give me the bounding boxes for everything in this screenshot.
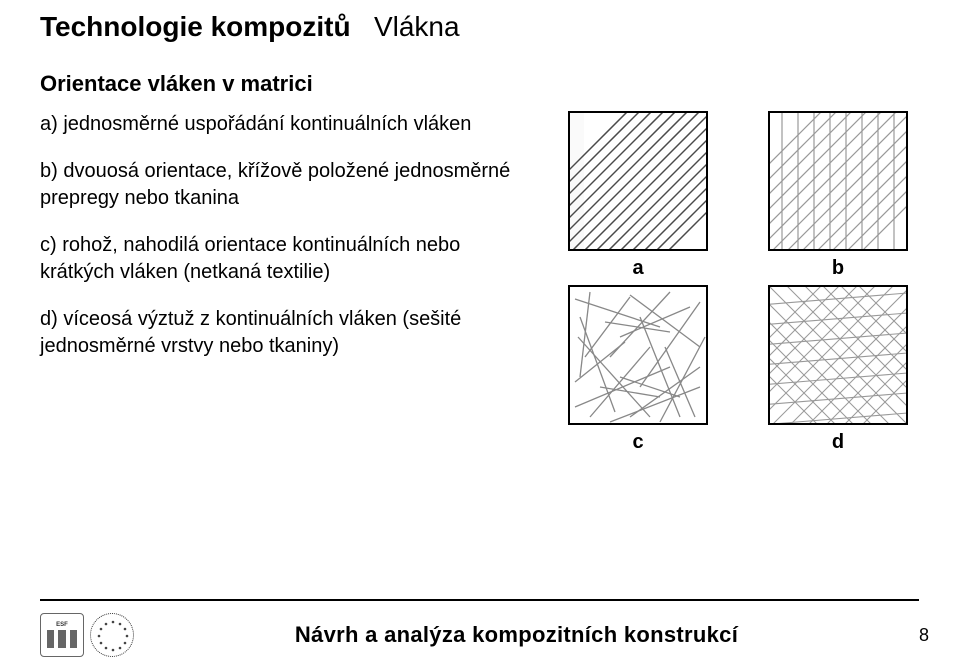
page-number: 8 [899, 625, 929, 646]
item-c: c) rohož, nahodilá orientace kontinuální… [40, 232, 520, 286]
footer-title: Návrh a analýza kompozitních konstrukcí [134, 622, 899, 648]
diagram-grid: a b [568, 111, 908, 453]
panel-b [768, 111, 908, 251]
label-d: d [768, 431, 908, 453]
pattern-a-icon [570, 113, 708, 251]
pattern-d-icon [770, 287, 908, 425]
item-d: d) víceosá výztuž z kontinuálních vláken… [40, 306, 520, 360]
item-list: a) jednosměrné uspořádání kontinuálních … [40, 111, 520, 453]
esf-logo-icon: ESF [40, 613, 84, 657]
title-bold: Technologie kompozitů [40, 11, 351, 42]
pattern-b-icon [770, 113, 908, 251]
panel-d [768, 285, 908, 425]
label-c: c [568, 431, 708, 453]
esf-text: ESF [56, 622, 68, 628]
item-a: a) jednosměrné uspořádání kontinuálních … [40, 111, 520, 138]
panel-c [568, 285, 708, 425]
subtitle: Orientace vláken v matrici [40, 71, 919, 97]
item-b: b) dvouosá orientace, křížově položené j… [40, 158, 520, 212]
footer-logos: ESF [40, 613, 134, 657]
footer: ESF Návrh a analýza kompozitních konstru… [40, 613, 929, 657]
page-title: Technologie kompozitů Vlákna [40, 12, 919, 43]
label-b: b [768, 257, 908, 279]
eu-flag-icon [90, 613, 134, 657]
footer-divider [40, 599, 919, 601]
panel-a [568, 111, 708, 251]
pattern-c-icon [570, 287, 708, 425]
title-light: Vlákna [374, 11, 460, 42]
label-a: a [568, 257, 708, 279]
